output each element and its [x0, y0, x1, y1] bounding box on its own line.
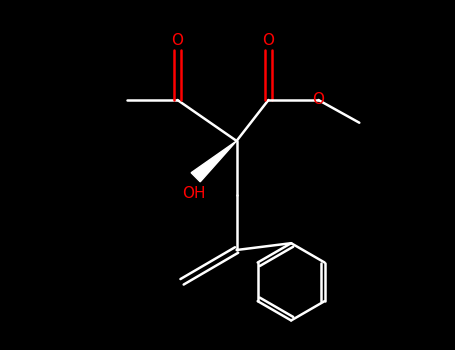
Polygon shape: [191, 141, 237, 182]
Text: O: O: [263, 33, 274, 48]
Text: OH: OH: [182, 186, 205, 201]
Text: O: O: [172, 33, 183, 48]
Text: O: O: [313, 92, 324, 107]
